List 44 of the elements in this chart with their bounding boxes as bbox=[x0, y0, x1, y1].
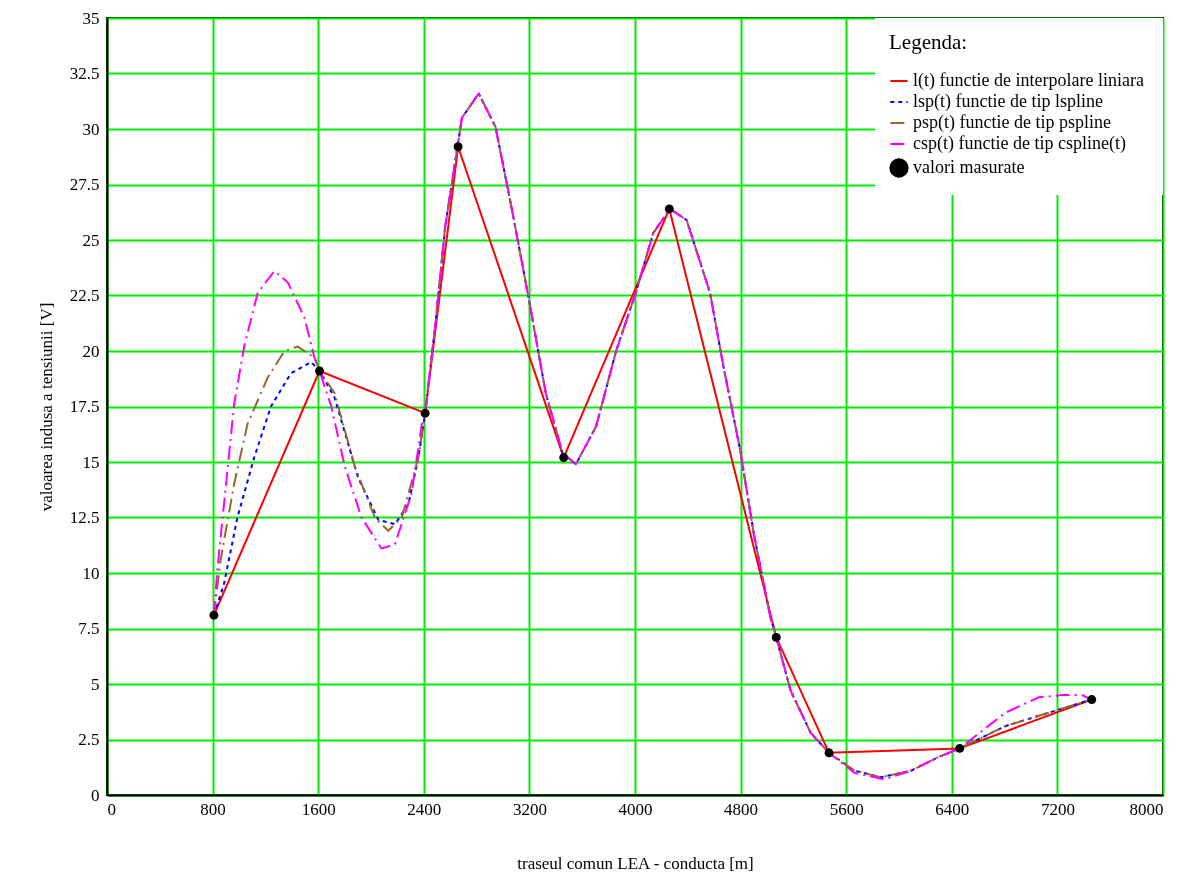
point bbox=[955, 743, 965, 753]
legend-title: Legenda: bbox=[889, 30, 968, 54]
x-tick-label: 8000 bbox=[1129, 799, 1164, 819]
legend-label: valori masurate bbox=[913, 157, 1025, 177]
y-tick-label: 2.5 bbox=[78, 730, 100, 749]
x-tick-label: 800 bbox=[200, 799, 226, 819]
x-tick-label: 2400 bbox=[407, 799, 442, 819]
point bbox=[771, 632, 781, 642]
y-tick-label: 25 bbox=[82, 230, 100, 250]
x-tick-label: 1600 bbox=[301, 799, 336, 819]
x-tick-label: 4000 bbox=[618, 799, 653, 819]
y-tick-label: 15 bbox=[82, 452, 100, 472]
point bbox=[209, 610, 219, 620]
y-tick-label: 0 bbox=[91, 785, 100, 805]
x-axis-title: traseul comun LEA - conducta [m] bbox=[517, 853, 754, 873]
legend-label: lsp(t) functie de tip lspline bbox=[913, 91, 1103, 112]
x-tick-label: 6400 bbox=[935, 799, 970, 819]
point bbox=[559, 453, 569, 463]
x-tick-label: 4800 bbox=[724, 799, 759, 819]
x-tick-label: 5600 bbox=[829, 799, 864, 819]
y-tick-label: 17.5 bbox=[69, 397, 100, 416]
point bbox=[315, 366, 324, 376]
point bbox=[664, 204, 674, 214]
y-tick-label: 22.5 bbox=[69, 286, 100, 305]
y-tick-label: 27.5 bbox=[69, 175, 100, 194]
point bbox=[1087, 695, 1097, 704]
y-tick-label: 12.5 bbox=[69, 508, 100, 527]
y-tick-label: 30 bbox=[82, 119, 100, 139]
legend-label: csp(t) functie de tip cspline(t) bbox=[913, 133, 1126, 154]
y-tick-label: 32.5 bbox=[69, 64, 100, 83]
y-tick-label: 20 bbox=[82, 341, 100, 361]
y-tick-label: 35 bbox=[82, 8, 100, 28]
x-tick-label: 7200 bbox=[1040, 799, 1075, 819]
y-tick-label: 5 bbox=[91, 674, 100, 694]
point bbox=[420, 408, 430, 418]
legend-label: psp(t) functie de tip pspline bbox=[913, 112, 1111, 133]
legend-label: l(t) functie de interpolare liniara bbox=[913, 70, 1144, 91]
y-tick-label: 10 bbox=[82, 563, 100, 583]
x-tick-label: 0 bbox=[107, 799, 116, 819]
point bbox=[453, 142, 463, 152]
y-tick-label: 7.5 bbox=[78, 619, 100, 638]
y-axis-title: valoarea indusa a tensiunii [V] bbox=[36, 302, 56, 512]
x-tick-label: 3200 bbox=[512, 799, 547, 819]
point bbox=[824, 748, 834, 758]
